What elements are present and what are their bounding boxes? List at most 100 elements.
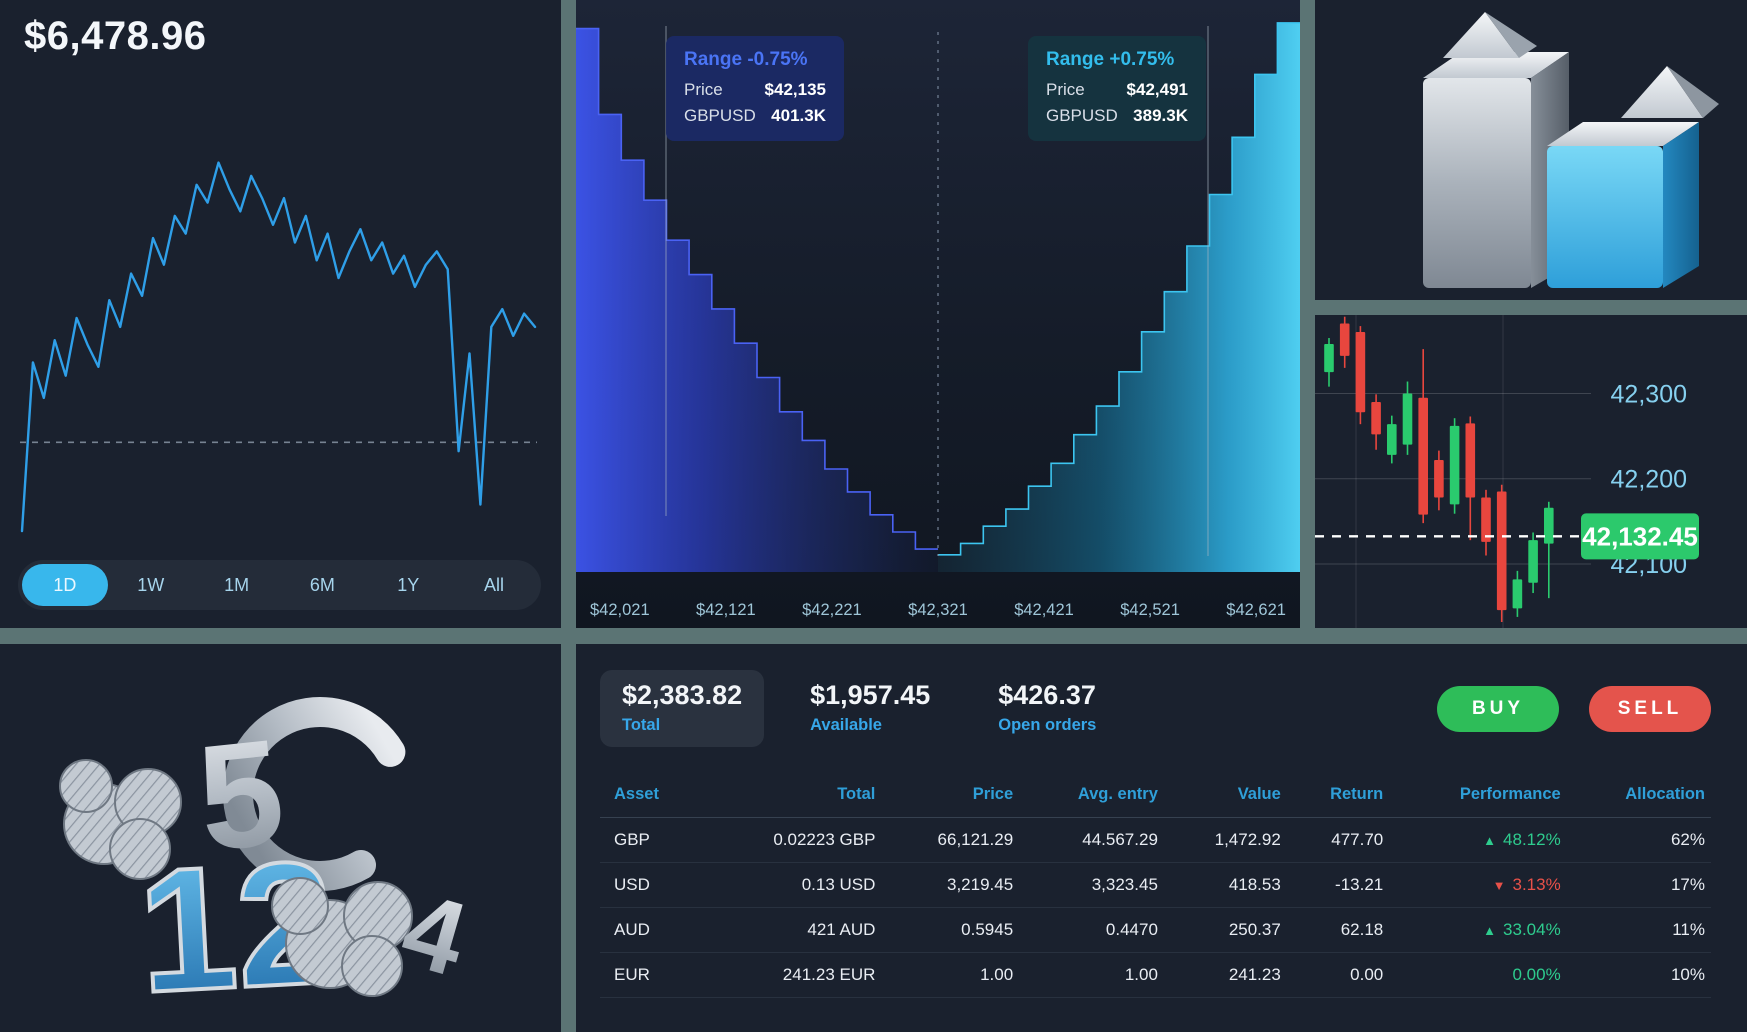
cell-asset: USD [600, 862, 703, 908]
digit-4: 4 [390, 870, 478, 999]
cell-performance: ▲ 48.12% [1389, 817, 1567, 863]
depth-x-axis: $42,021 $42,121 $42,221 $42,321 $42,421 $42,5… [576, 601, 1300, 620]
column-header-value: Value [1163, 775, 1287, 818]
depth-axis-label: $42,621 [1226, 601, 1286, 619]
table-row-gbp[interactable]: GBP 0.02223 GBP 66,121.29 44.567.29 1,472.92… [600, 817, 1711, 863]
cell-performance: ▼ 3.13% [1389, 862, 1567, 908]
cell-price: 0.5945 [881, 907, 1020, 953]
3d-boxes-illustration-panel [1315, 0, 1747, 300]
candle-axis-label: 42,200 [1611, 466, 1687, 494]
stat-open-orders: $426.37 Open orders [976, 670, 1118, 747]
triangle-up-icon: ▲ [1483, 923, 1497, 938]
range-button-1w[interactable]: 1W [108, 564, 194, 606]
stat-total: $2,383.82 Total [600, 670, 765, 747]
cell-total: 421 AUD [702, 907, 882, 953]
digit-5: 5 [191, 707, 292, 883]
triangle-down-icon: ▼ [1492, 878, 1506, 893]
cell-performance: 0.00% [1389, 952, 1567, 998]
depth-axis-label: $42,421 [1014, 601, 1074, 619]
cell-avg_entry: 3,323.45 [1019, 862, 1164, 908]
stat-label: Total [622, 716, 661, 734]
cell-avg_entry: 44.567.29 [1019, 817, 1164, 863]
cell-return: 477.70 [1286, 817, 1390, 863]
sell-button[interactable]: SELL [1589, 685, 1711, 732]
cell-return: 0.00 [1286, 952, 1390, 998]
numbers-illustration-panel: 5 12 4 [0, 644, 561, 1032]
tooltip-price-value: $42,491 [1126, 80, 1188, 99]
cell-return: 62.18 [1286, 907, 1390, 953]
stat-available: $1,957.45 Available [788, 670, 952, 747]
trade-buttons: BUY SELL [1437, 685, 1711, 732]
cell-avg_entry: 0.4470 [1019, 907, 1164, 953]
cell-total: 241.23 EUR [702, 952, 882, 998]
column-header-allocation: Allocation [1566, 775, 1711, 818]
tooltip-pair-label: GBPUSD [684, 106, 756, 125]
right-column: 42,300 42,200 42,100 42,132.45 [1315, 0, 1747, 628]
buy-button[interactable]: BUY [1437, 685, 1559, 732]
column-header-return: Return [1286, 775, 1390, 818]
column-header-total: Total [702, 775, 882, 818]
range-button-all[interactable]: All [451, 564, 537, 606]
stat-value: $2,383.82 [622, 680, 743, 710]
cell-price: 66,121.29 [881, 817, 1020, 863]
range-tooltip-upper: Range +0.75% Price $42,491 GBPUSD 389.3K [1028, 36, 1206, 141]
holdings-table-header: Asset Total Price Avg. entry Value Return Perf… [600, 775, 1711, 818]
tooltip-pair-label: GBPUSD [1046, 106, 1118, 125]
range-button-1y[interactable]: 1Y [365, 564, 451, 606]
tooltip-title: Range +0.75% [1046, 49, 1175, 70]
cell-asset: GBP [600, 817, 703, 863]
blob-right [271, 877, 413, 997]
range-button-6m[interactable]: 6M [279, 564, 365, 606]
stat-value: $426.37 [998, 680, 1096, 710]
cell-allocation: 62% [1566, 817, 1711, 863]
cell-value: 241.23 [1163, 952, 1287, 998]
numbers-3d-illustration: 5 12 4 [59, 697, 478, 1032]
tooltip-price-label: Price [684, 80, 723, 99]
trading-panel: $2,383.82 Total $1,957.45 Available $426… [576, 644, 1747, 1032]
candle-axis-label: 42,300 [1611, 380, 1687, 408]
candlestick-panel: 42,300 42,200 42,100 42,132.45 [1315, 315, 1747, 628]
column-header-avg-entry: Avg. entry [1019, 775, 1164, 818]
cell-allocation: 11% [1566, 907, 1711, 953]
tooltip-price-label: Price [1046, 80, 1085, 99]
cell-value: 1,472.92 [1163, 817, 1287, 863]
column-header-price: Price [881, 775, 1020, 818]
depth-axis-label: $42,321 [908, 601, 968, 619]
tooltip-volume-value: 389.3K [1133, 106, 1188, 125]
depth-axis-label: $42,021 [590, 601, 650, 619]
column-header-asset: Asset [600, 775, 703, 818]
cell-allocation: 10% [1566, 952, 1711, 998]
cell-allocation: 17% [1566, 862, 1711, 908]
table-row-usd[interactable]: USD 0.13 USD 3,219.45 3,323.45 418.53 -13.21 ▼… [600, 862, 1711, 908]
range-tooltip-lower: Range -0.75% Price $42,135 GBPUSD 401.3K [666, 36, 844, 141]
account-stats: $2,383.82 Total $1,957.45 Available $426… [600, 670, 1711, 747]
holdings-table: Asset Total Price Avg. entry Value Return Perf… [600, 775, 1711, 998]
table-row-eur[interactable]: EUR 241.23 EUR 1.00 1.00 241.23 0.00 0.00% 10% [600, 952, 1711, 998]
cell-price: 1.00 [881, 952, 1020, 998]
cell-avg_entry: 1.00 [1019, 952, 1164, 998]
current-price-badge: 42,132.45 [1582, 521, 1698, 551]
stat-label: Open orders [998, 716, 1097, 734]
portfolio-balance: $6,478.96 [24, 14, 207, 58]
stat-label: Available [810, 716, 882, 734]
triangle-up-icon: ▲ [1483, 833, 1497, 848]
table-row-aud[interactable]: AUD 421 AUD 0.5945 0.4470 250.37 62.18 ▲ 33.04%… [600, 907, 1711, 953]
depth-chart-panel: $42,021 $42,121 $42,221 $42,321 $42,421 $42,5… [576, 0, 1300, 628]
range-button-1m[interactable]: 1M [194, 564, 280, 606]
range-button-1d[interactable]: 1D [22, 564, 108, 606]
depth-axis-label: $42,521 [1120, 601, 1180, 619]
stat-value: $1,957.45 [810, 680, 931, 710]
cell-return: -13.21 [1286, 862, 1390, 908]
column-header-performance: Performance [1389, 775, 1567, 818]
cell-asset: EUR [600, 952, 703, 998]
3d-boxes-illustration [1423, 12, 1719, 288]
cell-total: 0.02223 GBP [702, 817, 882, 863]
cell-price: 3,219.45 [881, 862, 1020, 908]
blob-left [59, 759, 182, 880]
depth-axis-label: $42,221 [802, 601, 862, 619]
tooltip-price-value: $42,135 [764, 80, 826, 99]
time-range-selector: 1D 1W 1M 6M 1Y All [18, 560, 541, 610]
tooltip-volume-value: 401.3K [771, 106, 826, 125]
